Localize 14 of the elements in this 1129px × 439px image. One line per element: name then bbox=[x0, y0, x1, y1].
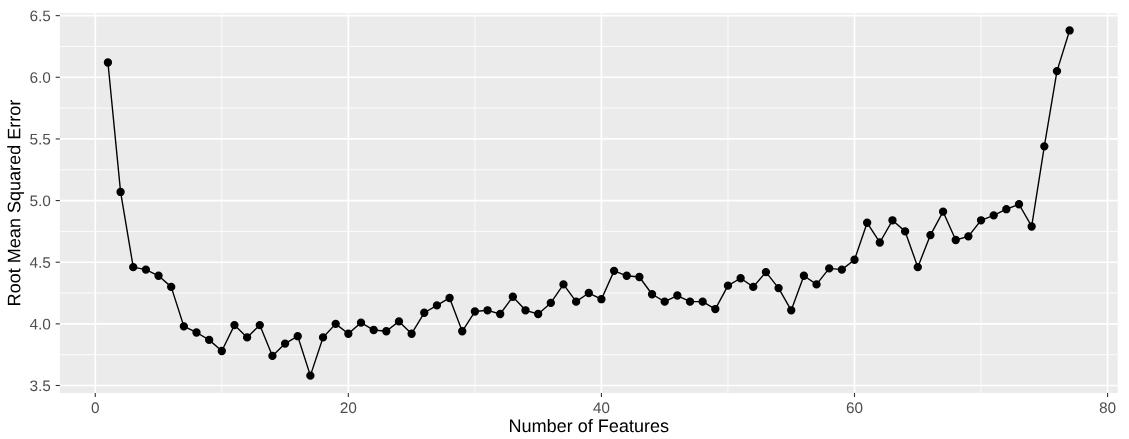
y-tick-label: 3.5 bbox=[30, 380, 51, 392]
y-tick-label: 5.5 bbox=[30, 133, 51, 145]
x-tick-label: 0 bbox=[91, 402, 99, 414]
y-tick-label: 5.0 bbox=[30, 195, 51, 207]
x-tick-label: 40 bbox=[593, 402, 610, 414]
x-tick-label: 80 bbox=[1099, 402, 1116, 414]
y-tick-label: 6.0 bbox=[30, 72, 51, 83]
y-axis-title: Root Mean Squared Error bbox=[7, 99, 25, 305]
x-axis-title: Number of Features bbox=[509, 418, 669, 433]
y-tick-label: 4.5 bbox=[29, 257, 51, 268]
y-tick-label: 4.0 bbox=[29, 318, 51, 330]
x-tick-label: 60 bbox=[846, 402, 863, 414]
x-tick-label: 20 bbox=[340, 402, 357, 414]
y-tick-label: 6.5 bbox=[30, 10, 51, 22]
